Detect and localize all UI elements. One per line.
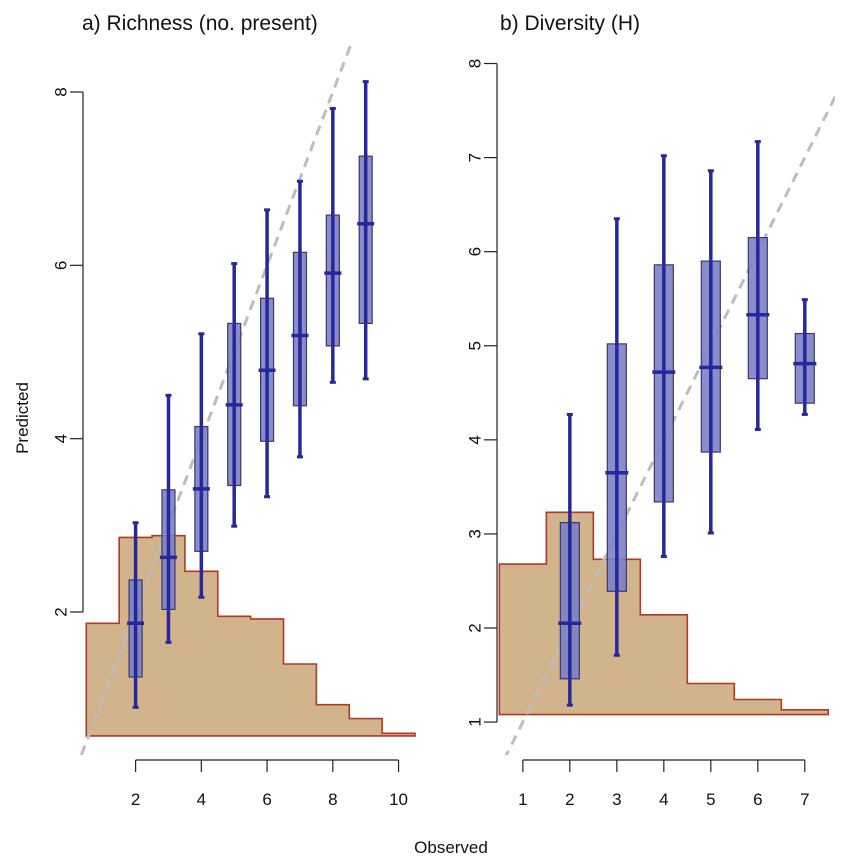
panel-a-reference-line [79,40,355,755]
x-tick-label: 1 [518,790,527,809]
y-tick-label: 4 [52,434,71,443]
y-tick-label: 6 [52,261,71,270]
y-tick-label: 3 [466,529,485,538]
y-tick-label: 4 [466,435,485,444]
y-tick-label: 8 [52,87,71,96]
x-tick-label: 10 [389,790,408,809]
x-axis-label: Observed [414,838,488,857]
x-tick-label: 6 [753,790,762,809]
panel-a-x-axis: 2 4 6 8 10 [131,759,408,809]
panel-b-histogram-area [498,511,830,716]
panel-a-box-8 [324,106,342,384]
y-tick-label: 2 [52,607,71,616]
panel-diversity: b) Diversity (H) 1 2 3 4 5 6 7 8 1 2 3 4 5 6 7 [466,12,835,809]
panel-b-reference-line [504,95,835,755]
x-tick-label: 8 [328,790,337,809]
x-tick-label: 4 [659,790,668,809]
panel-b-x-axis: 1 2 3 4 5 6 7 [518,759,810,809]
panel-a-box-6 [258,208,276,499]
panel-a-box-3 [159,393,177,644]
panel-a-box-9 [357,80,375,381]
y-tick-label: 2 [466,623,485,632]
panel-b-reference-line-mark [504,95,835,755]
panel-a-y-axis: 2 4 6 8 [52,87,84,617]
x-tick-label: 3 [612,790,621,809]
y-tick-label: 6 [466,247,485,256]
y-tick-label: 1 [466,717,485,726]
panel-b-histogram [498,511,830,716]
panel-a-box-4 [192,332,210,599]
panel-b-box-5 [699,169,723,535]
panel-b-y-axis: 1 2 3 4 5 6 7 8 [466,59,498,727]
x-tick-label: 5 [706,790,715,809]
panel-a-box-5 [225,262,243,528]
x-tick-label: 7 [800,790,809,809]
panel-a-boxplots [127,80,375,709]
panel-b-box-3 [605,217,629,657]
y-axis-label: Predicted [13,382,32,454]
x-tick-label: 2 [131,790,140,809]
x-tick-label: 2 [565,790,574,809]
panel-a-reference-line-mark [79,40,355,755]
y-tick-label: 5 [466,341,485,350]
panel-richness: a) Richness (no. present) 2 4 6 8 2 4 6 8 10 [52,12,416,809]
panel-a-title: a) Richness (no. present) [82,12,318,35]
panel-a-box-7 [291,179,309,459]
panel-b-box-7 [793,298,817,416]
x-tick-label: 6 [262,790,271,809]
panel-b-box-4 [652,154,676,558]
panel-b-box-2 [558,412,582,707]
panel-b-box-6 [746,140,770,431]
panel-b-title: b) Diversity (H) [500,12,640,35]
y-tick-label: 7 [466,153,485,162]
x-tick-label: 4 [197,790,206,809]
panel-b-boxplots [558,140,817,707]
y-tick-label: 8 [466,59,485,68]
panel-a-box-2 [127,521,145,709]
